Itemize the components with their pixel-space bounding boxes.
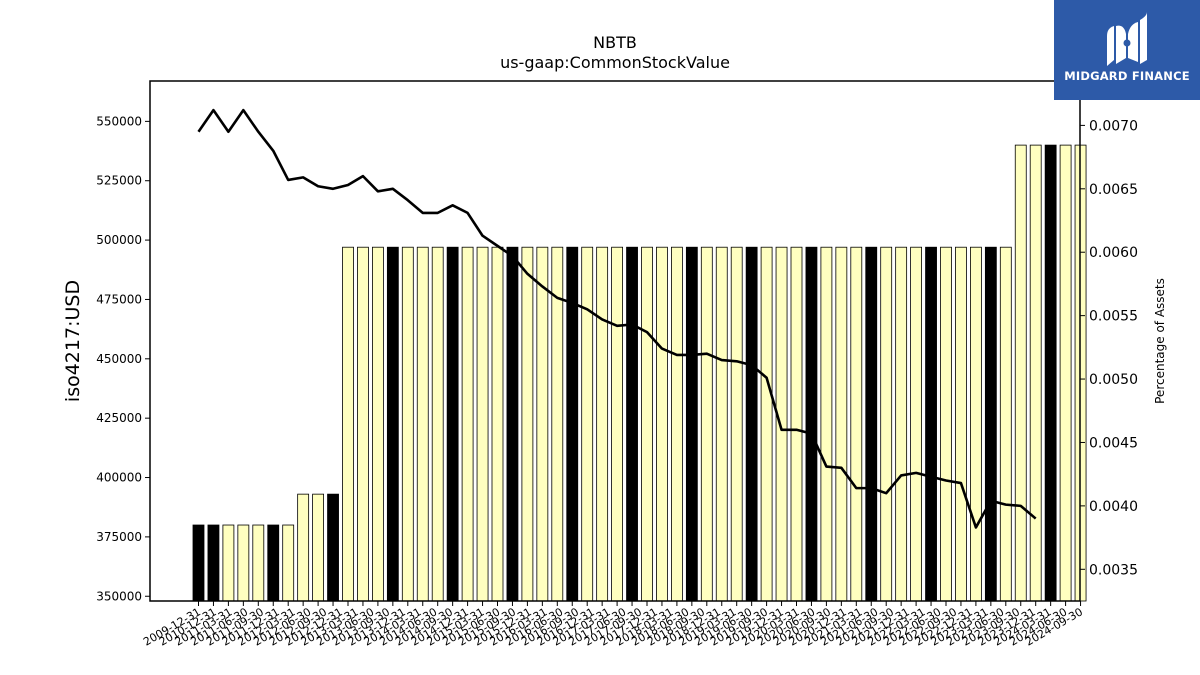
- bar: [386, 246, 399, 602]
- bar: [775, 246, 788, 602]
- brand-name: MIDGARD FINANCE: [1064, 69, 1190, 83]
- bar: [880, 246, 893, 602]
- bar: [656, 246, 668, 602]
- bar: [192, 524, 205, 602]
- bar: [984, 246, 997, 602]
- midgard-m-logo-icon: [1107, 12, 1147, 66]
- bar: [685, 246, 698, 602]
- bar: [730, 246, 743, 602]
- bar: [671, 246, 683, 602]
- y-tick-label: 475000: [96, 292, 142, 306]
- bar: [416, 246, 429, 602]
- y2-tick-label: 0.0035: [1089, 562, 1138, 578]
- bar: [297, 493, 310, 602]
- y-tick-label: 400000: [96, 471, 142, 485]
- bar: [491, 246, 504, 602]
- y2-tick-label: 0.0055: [1089, 309, 1138, 325]
- bar: [431, 246, 444, 602]
- brand-logo: MIDGARD FINANCE: [1054, 0, 1200, 100]
- bar: [760, 246, 773, 602]
- y2-tick-label: 0.0040: [1089, 499, 1138, 515]
- bar: [700, 246, 713, 602]
- y2-tick-label: 0.0070: [1089, 118, 1138, 134]
- bar: [476, 246, 489, 602]
- bar: [715, 246, 728, 602]
- bar: [805, 246, 818, 602]
- bar: [910, 246, 922, 602]
- bar: [641, 246, 653, 602]
- bar: [237, 524, 250, 602]
- percentage-line-series: [197, 108, 1037, 529]
- bar: [745, 246, 758, 602]
- bar: [970, 246, 982, 602]
- bar-series: [192, 144, 1087, 602]
- bar: [446, 246, 459, 602]
- bar: [820, 246, 833, 602]
- bar: [1059, 144, 1072, 602]
- bar: [611, 246, 623, 602]
- bar: [895, 246, 908, 602]
- bar: [536, 246, 549, 602]
- bar: [790, 246, 803, 602]
- bar: [371, 246, 384, 602]
- y-tick-label: 525000: [96, 174, 142, 188]
- percentage-line: [197, 108, 1037, 529]
- bar: [835, 246, 848, 602]
- y2-tick-label: 0.0065: [1089, 182, 1138, 198]
- bar: [521, 246, 534, 602]
- y-tick-label: 375000: [96, 530, 142, 544]
- y-tick-label: 550000: [96, 114, 142, 128]
- y2-tick-label: 0.0060: [1089, 245, 1138, 261]
- bar: [940, 246, 952, 602]
- bar: [596, 246, 609, 602]
- bar: [357, 246, 369, 602]
- y-axis-label: iso4217:USD: [62, 280, 84, 402]
- bar: [865, 246, 878, 602]
- y2-tick-label: 0.0050: [1089, 372, 1138, 388]
- y-tick-label: 425000: [96, 411, 142, 425]
- y-tick-label: 450000: [96, 352, 142, 366]
- bar: [222, 524, 235, 602]
- left-y-axis: 350000 375000 400000 425000 450000 475000 5000…: [96, 114, 150, 603]
- plot-frame: [149, 80, 1081, 602]
- bar: [506, 246, 519, 602]
- bar: [342, 246, 354, 602]
- bar: [252, 524, 265, 602]
- bar: [267, 524, 280, 602]
- bar: [581, 246, 594, 602]
- y2-axis-label: Percentage of Assets: [1153, 278, 1167, 404]
- bar: [207, 524, 220, 602]
- bar: [312, 493, 325, 602]
- bar: [955, 246, 967, 602]
- bar: [282, 524, 295, 602]
- chart-title: NBTB: [593, 33, 637, 52]
- x-axis: 2009-12-312010-12-312011-03-312011-06-30…: [141, 601, 1085, 649]
- bar: [850, 246, 863, 602]
- bar: [999, 246, 1012, 602]
- bar: [461, 246, 474, 602]
- y-tick-label: 500000: [96, 233, 142, 247]
- chart-subtitle: us-gaap:CommonStockValue: [500, 53, 730, 72]
- bar: [925, 246, 937, 602]
- y-tick-label: 350000: [96, 589, 142, 603]
- bar: [1014, 144, 1027, 602]
- bar: [327, 493, 339, 602]
- bar: [401, 246, 414, 602]
- bar: [1044, 144, 1057, 602]
- bar: [1029, 144, 1042, 602]
- bar: [626, 246, 638, 602]
- y2-tick-label: 0.0045: [1089, 435, 1138, 451]
- right-y-axis: 0.0035 0.0040 0.0045 0.0050 0.0055 0.0060 0.00…: [1080, 118, 1138, 578]
